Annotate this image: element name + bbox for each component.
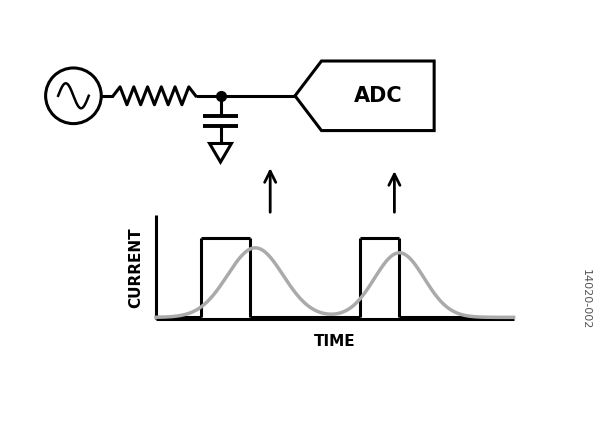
Text: TIME: TIME (314, 334, 356, 349)
Text: 14020-002: 14020-002 (581, 269, 591, 330)
Polygon shape (295, 61, 434, 131)
Text: ADC: ADC (353, 86, 402, 106)
Text: CURRENT: CURRENT (128, 227, 143, 308)
